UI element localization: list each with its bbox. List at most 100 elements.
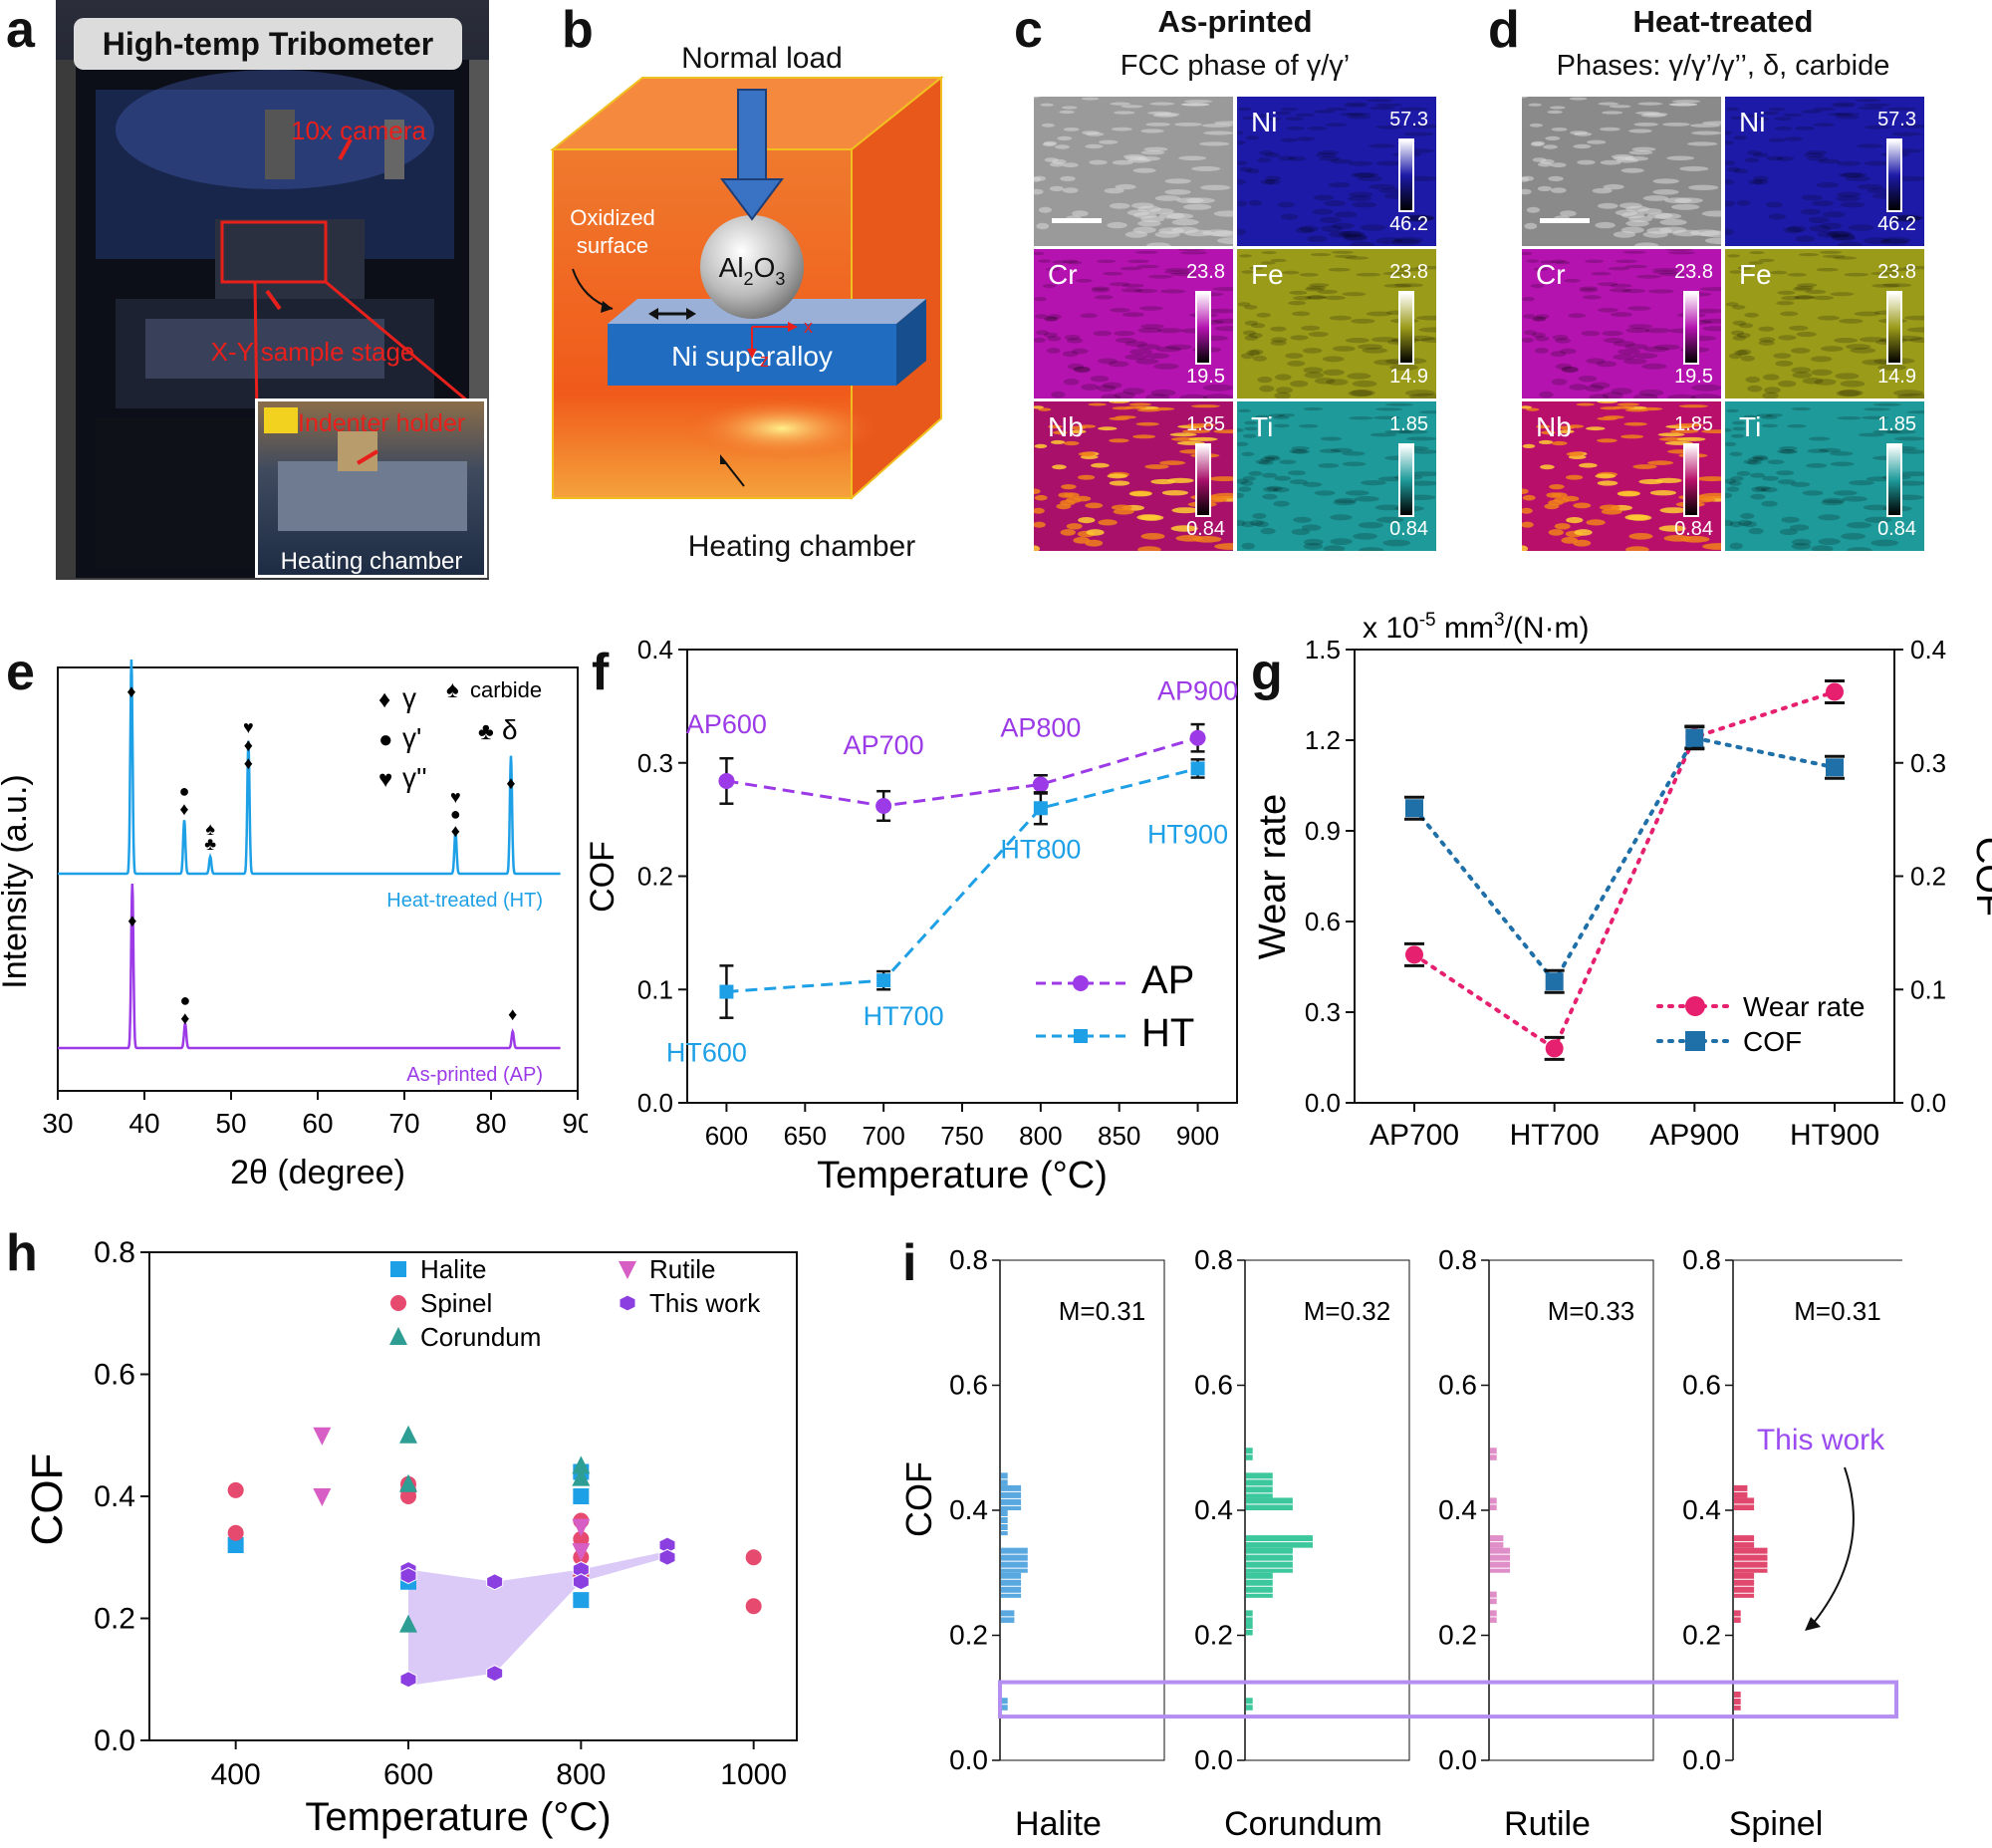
map-element-label: Fe [1739,259,1772,290]
map-texture [1569,97,1588,101]
stage-arrow [265,289,282,311]
map-texture [1781,516,1800,523]
eds-map-nb: Nb 1.85 0.84 [1034,401,1233,551]
map-texture [1726,408,1739,412]
map-texture [1323,369,1345,376]
eds-map-cr: Cr 23.8 19.5 [1034,249,1233,398]
this-work-arrowhead [1805,1617,1821,1631]
map-texture [1701,210,1721,217]
map-texture [1725,160,1736,165]
map-texture [1533,316,1547,322]
mean-label: M=0.32 [1304,1296,1390,1326]
map-texture [1864,125,1891,130]
y-axis-label-left: Wear rate [1252,794,1294,959]
map-texture [1342,451,1366,456]
map-texture [1085,502,1104,509]
map-texture [1252,355,1267,362]
map-texture [1626,306,1651,311]
map-texture [1342,292,1367,297]
map-texture [1658,272,1685,277]
map-texture [1112,159,1133,165]
map-texture [1348,191,1373,198]
map-texture [1115,183,1136,190]
series-line-0 [1412,689,1837,1052]
map-texture [1304,372,1325,379]
map-texture [1540,464,1555,470]
map-texture [1257,376,1273,384]
map-texture [1237,179,1247,185]
data-point [619,1261,636,1279]
map-texture [1344,234,1369,242]
legend-label: HT [1141,1011,1194,1055]
histogram-bar [1490,1497,1497,1504]
legend-text: carbide [470,677,542,702]
map-texture [1585,259,1605,263]
y-tick-label-right: 0.0 [1910,1088,1946,1118]
map-texture [1529,123,1544,128]
map-texture [1147,274,1173,279]
map-texture [1111,504,1132,511]
map-texture [1747,150,1763,155]
map-texture [1622,288,1646,294]
histogram-bar [1246,1568,1293,1573]
map-texture [1820,222,1843,229]
histogram-bar [1246,1454,1253,1460]
map-texture [1270,326,1287,332]
map-texture [1725,520,1734,527]
map-texture [1560,348,1577,355]
map-texture [1154,195,1181,201]
camera-arrow [338,138,353,160]
histogram-bar [1734,1542,1755,1548]
map-texture [1245,135,1260,140]
map-texture [1393,267,1423,272]
map-texture [1239,254,1252,258]
map-texture [1748,261,1764,265]
mean-label: M=0.31 [1794,1296,1880,1326]
map-texture [1702,543,1721,550]
eds-map-ni: Ni 57.3 46.2 [1725,97,1924,246]
map-texture [1108,361,1129,368]
map-texture [1324,295,1346,301]
map-texture [1729,353,1742,360]
map-texture [1818,538,1841,545]
map-texture [1696,476,1721,482]
map-texture [1652,189,1679,195]
map-texture [1797,283,1818,288]
map-texture [1114,111,1135,115]
legend-text: γ'' [402,762,427,793]
map-texture [1725,492,1733,499]
y-tick-label: 0.2 [949,1620,988,1651]
map-texture [1243,433,1257,438]
map-texture [1256,157,1272,163]
map-texture [1081,97,1100,101]
map-texture [1264,454,1280,460]
map-texture [1635,274,1661,279]
map-texture [1725,441,1737,446]
y-tick-label: 0.6 [94,1359,135,1392]
chart-f-cof-temperature: 600 650 700 750 800 850 900 0.0 0.1 0.2 0.3 0.4 Temp… [588,638,1238,1196]
map-texture [1277,201,1295,208]
map-texture [1633,123,1658,127]
panel-label-e: e [6,644,35,701]
map-texture [1176,197,1204,204]
map-texture [1180,103,1209,107]
map-texture [1822,254,1846,258]
map-texture [1244,420,1258,425]
map-texture [1163,270,1191,274]
map-texture [1318,150,1340,155]
map-texture [1086,529,1105,536]
data-point [1826,758,1844,777]
map-texture [1761,423,1778,428]
histogram-bar [1246,1486,1273,1493]
map-texture [1044,316,1058,322]
map-texture [1787,273,1807,277]
map-texture [1292,311,1311,317]
map-texture [1548,175,1564,181]
map-texture [1330,447,1354,453]
map-texture [1794,285,1815,290]
this-work-highlight-box [998,1680,1898,1719]
map-texture [1615,209,1638,216]
map-texture [1166,213,1194,220]
map-texture [1585,385,1605,393]
map-texture [1624,344,1648,350]
